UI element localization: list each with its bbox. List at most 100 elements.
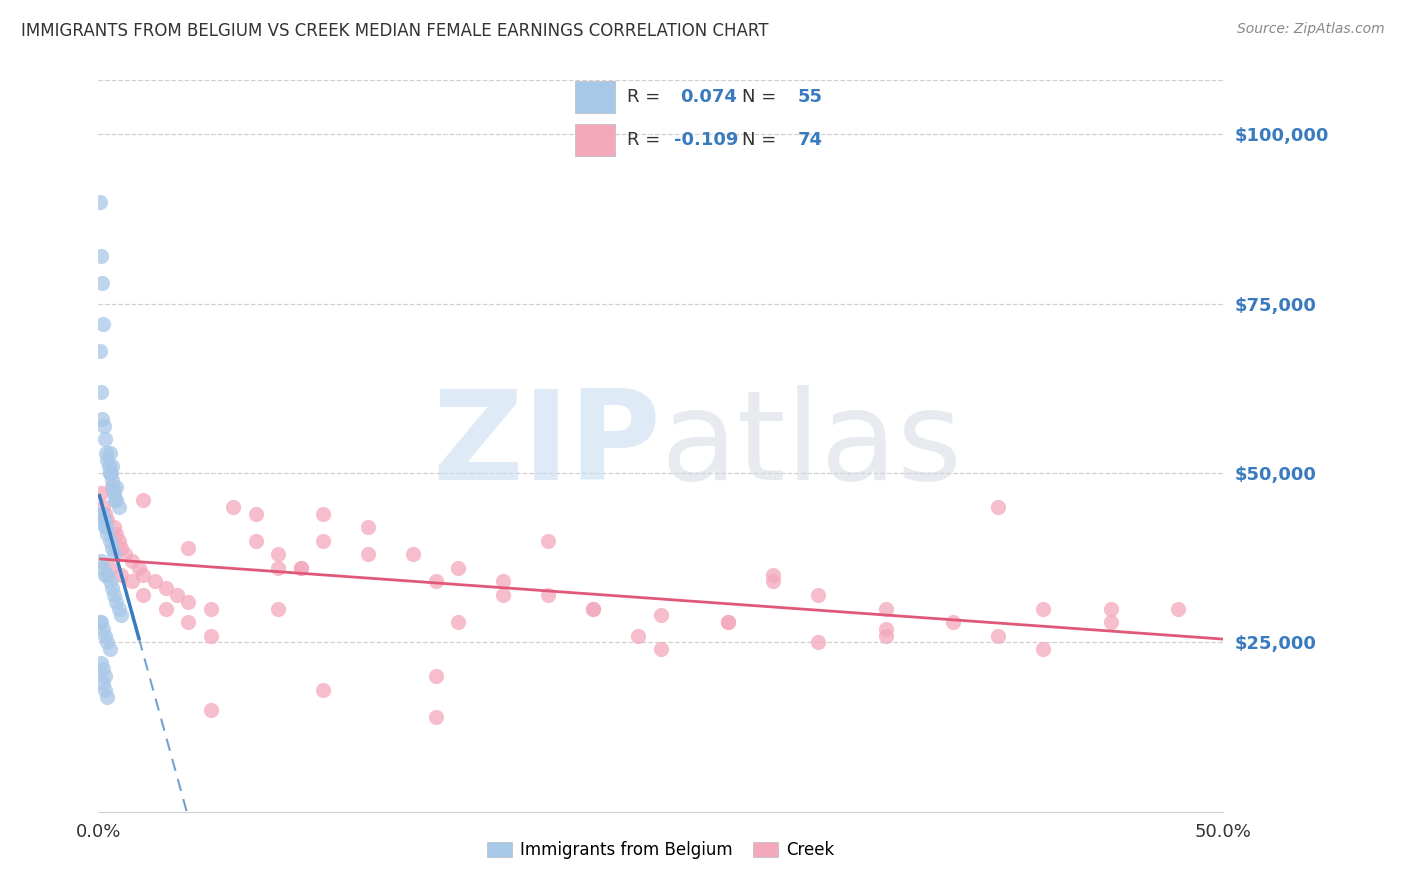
Point <box>90 615 112 629</box>
Point <box>100 466 122 480</box>
Point <box>98 446 121 460</box>
Point <box>98 561 121 575</box>
Point <box>90 249 112 263</box>
Point <box>103 486 125 500</box>
Point <box>89 615 111 629</box>
Point <box>128 561 150 575</box>
Point <box>107 601 129 615</box>
Point <box>90 554 112 568</box>
Point <box>166 588 188 602</box>
Point <box>312 682 335 697</box>
Point <box>312 533 335 548</box>
Point <box>94 669 117 683</box>
Point <box>96 514 118 528</box>
Point <box>987 629 1010 643</box>
Point <box>155 581 177 595</box>
Point <box>91 317 114 331</box>
Text: R =: R = <box>627 131 661 149</box>
Point <box>91 676 114 690</box>
Text: 0.074: 0.074 <box>681 87 737 105</box>
Point <box>94 520 117 534</box>
Text: R =: R = <box>627 87 661 105</box>
Point <box>627 629 650 643</box>
Point <box>582 601 605 615</box>
Point <box>717 615 740 629</box>
Point <box>105 493 128 508</box>
Point <box>105 527 128 541</box>
Point <box>91 663 114 677</box>
Point <box>94 567 117 582</box>
Text: -0.109: -0.109 <box>673 131 738 149</box>
Point <box>105 595 128 609</box>
Point <box>290 561 312 575</box>
Point <box>103 520 125 534</box>
Point <box>91 412 114 426</box>
Point <box>267 561 290 575</box>
Point <box>96 520 118 534</box>
Point <box>94 682 117 697</box>
Point <box>425 710 447 724</box>
Point <box>101 480 124 494</box>
Text: atlas: atlas <box>661 385 963 507</box>
Point <box>357 520 380 534</box>
Point <box>98 466 121 480</box>
Point <box>717 615 740 629</box>
Point <box>101 541 124 555</box>
Point <box>177 541 200 555</box>
Point <box>94 507 117 521</box>
Point <box>650 642 672 657</box>
Text: 74: 74 <box>797 131 823 149</box>
Point <box>96 690 118 704</box>
Point <box>875 601 897 615</box>
Point <box>104 493 127 508</box>
Legend: Immigrants from Belgium, Creek: Immigrants from Belgium, Creek <box>477 831 845 869</box>
Point <box>101 473 124 487</box>
Point <box>107 500 129 514</box>
Point <box>312 507 335 521</box>
Point <box>155 601 177 615</box>
Point <box>90 507 112 521</box>
Point <box>107 533 129 548</box>
Point <box>98 574 121 589</box>
Point <box>98 466 121 480</box>
Point <box>91 500 114 514</box>
Point <box>91 514 114 528</box>
Point <box>110 567 132 582</box>
Point <box>132 567 155 582</box>
Point <box>90 277 112 291</box>
Point <box>121 574 143 589</box>
Point <box>357 547 380 561</box>
Point <box>245 533 267 548</box>
Point <box>103 547 125 561</box>
Point <box>94 629 117 643</box>
Point <box>89 195 111 210</box>
Point <box>91 561 114 575</box>
Point <box>200 703 222 717</box>
Point <box>132 493 155 508</box>
Point <box>537 588 560 602</box>
Point <box>1099 615 1122 629</box>
Point <box>290 561 312 575</box>
Point <box>110 541 132 555</box>
Point <box>121 554 143 568</box>
Point <box>93 514 115 528</box>
Point <box>96 446 118 460</box>
Point <box>177 615 200 629</box>
Text: N =: N = <box>742 131 776 149</box>
Point <box>1167 601 1189 615</box>
Point <box>222 500 245 514</box>
Point <box>492 588 515 602</box>
Point <box>132 588 155 602</box>
FancyBboxPatch shape <box>575 81 614 112</box>
Text: N =: N = <box>742 87 776 105</box>
FancyBboxPatch shape <box>575 124 614 156</box>
Point <box>89 344 111 359</box>
Text: Source: ZipAtlas.com: Source: ZipAtlas.com <box>1237 22 1385 37</box>
Point <box>143 574 166 589</box>
Point <box>200 629 222 643</box>
Point <box>103 588 125 602</box>
Text: IMMIGRANTS FROM BELGIUM VS CREEK MEDIAN FEMALE EARNINGS CORRELATION CHART: IMMIGRANTS FROM BELGIUM VS CREEK MEDIAN … <box>21 22 769 40</box>
Point <box>762 574 785 589</box>
Point <box>96 527 118 541</box>
Point <box>101 459 124 474</box>
